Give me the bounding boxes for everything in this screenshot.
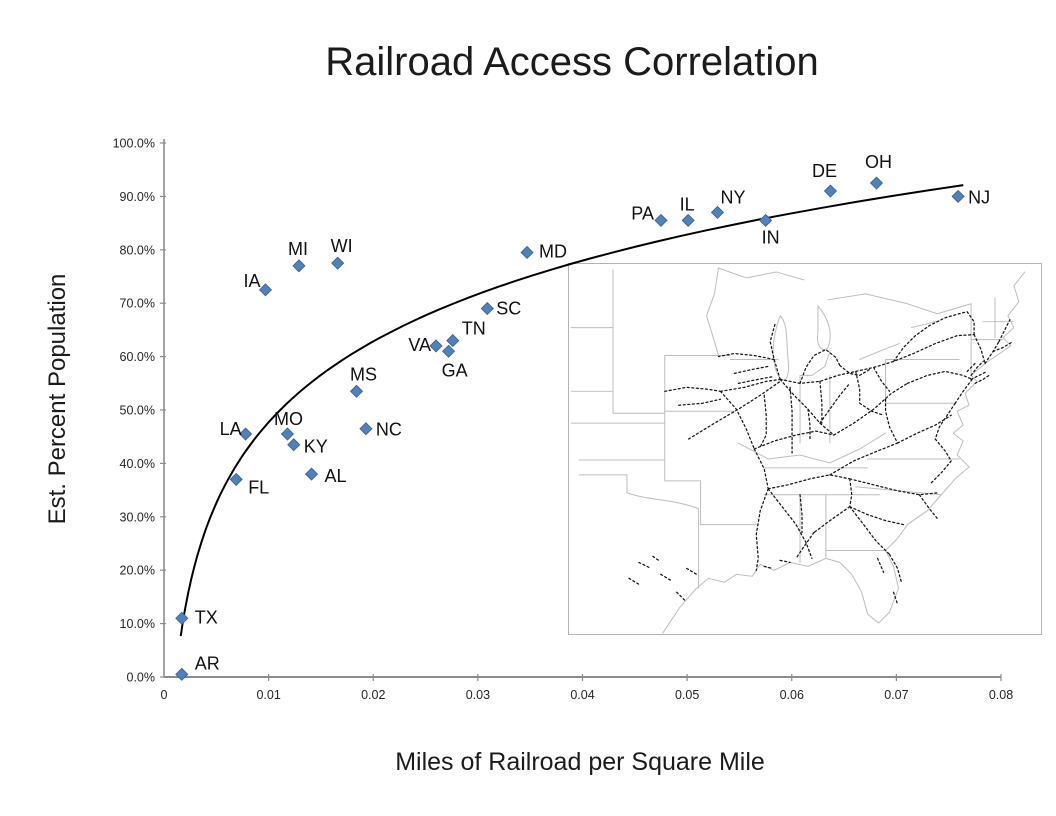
data-point-SC bbox=[480, 301, 494, 316]
data-point-TN bbox=[446, 334, 460, 348]
point-label-KY: KY bbox=[304, 437, 328, 457]
y-tick-label: 70.0% bbox=[120, 297, 155, 311]
data-point-WI bbox=[331, 256, 345, 270]
y-tick-label: 100.0% bbox=[113, 137, 155, 151]
data-point-LA bbox=[239, 427, 253, 441]
x-tick-label: 0.08 bbox=[989, 688, 1013, 702]
data-point-AR bbox=[175, 667, 189, 681]
x-tick-label: 0.05 bbox=[675, 688, 699, 702]
x-tick-label: 0.02 bbox=[361, 688, 385, 702]
data-point-IA bbox=[258, 283, 273, 297]
point-label-VA: VA bbox=[408, 335, 431, 355]
data-point-MD bbox=[520, 245, 534, 260]
point-label-LA: LA bbox=[220, 419, 242, 439]
data-point-NC bbox=[359, 422, 373, 436]
point-label-IN: IN bbox=[762, 227, 780, 247]
data-point-IN bbox=[759, 213, 773, 227]
data-point-PA bbox=[654, 213, 668, 227]
point-label-GA: GA bbox=[442, 360, 468, 380]
x-tick-label: 0 bbox=[161, 688, 168, 702]
point-label-IL: IL bbox=[680, 194, 695, 214]
x-tick-label: 0.06 bbox=[780, 688, 804, 702]
data-point-NJ bbox=[951, 189, 965, 203]
x-axis-title: Miles of Railroad per Square Mile bbox=[395, 748, 765, 776]
data-point-MO bbox=[280, 427, 295, 441]
data-point-AL bbox=[304, 467, 319, 481]
point-label-MS: MS bbox=[350, 364, 377, 384]
point-label-OH: OH bbox=[865, 152, 892, 172]
point-label-PA: PA bbox=[631, 203, 654, 223]
data-point-FL bbox=[229, 472, 243, 486]
x-tick-label: 0.04 bbox=[570, 688, 594, 702]
x-tick-label: 0.07 bbox=[884, 688, 908, 702]
data-point-NY bbox=[710, 205, 725, 219]
data-point-IL bbox=[681, 213, 695, 227]
point-label-MI: MI bbox=[288, 239, 308, 259]
point-label-TN: TN bbox=[462, 319, 486, 339]
y-tick-label: 80.0% bbox=[120, 243, 155, 257]
data-point-VA bbox=[429, 339, 443, 353]
data-point-OH bbox=[869, 176, 884, 190]
chart-title: Railroad Access Correlation bbox=[325, 40, 819, 84]
point-label-NY: NY bbox=[720, 187, 745, 207]
point-label-SC: SC bbox=[496, 299, 521, 319]
state-boundaries bbox=[570, 267, 1026, 634]
point-label-NJ: NJ bbox=[968, 187, 990, 207]
point-label-MO: MO bbox=[274, 409, 303, 429]
y-tick-label: 0.0% bbox=[127, 671, 156, 685]
y-tick-label: 10.0% bbox=[120, 617, 155, 631]
point-label-WI: WI bbox=[331, 236, 353, 256]
point-label-DE: DE bbox=[812, 161, 837, 181]
x-tick-label: 0.01 bbox=[256, 688, 280, 702]
point-label-NC: NC bbox=[376, 420, 402, 440]
point-label-TX: TX bbox=[195, 607, 218, 627]
data-point-KY bbox=[287, 438, 301, 452]
point-label-IA: IA bbox=[243, 271, 260, 291]
point-label-AL: AL bbox=[325, 466, 347, 486]
x-tick-label: 0.03 bbox=[466, 688, 490, 702]
y-tick-label: 50.0% bbox=[120, 404, 155, 418]
data-point-GA bbox=[442, 344, 456, 358]
y-tick-label: 60.0% bbox=[120, 350, 155, 364]
point-label-AR: AR bbox=[195, 653, 220, 673]
railroad-map-svg bbox=[570, 267, 1026, 634]
y-tick-label: 30.0% bbox=[120, 510, 155, 524]
data-point-DE bbox=[823, 184, 838, 198]
data-point-TX bbox=[175, 611, 189, 625]
railroad-map-inset bbox=[568, 263, 1042, 635]
point-label-FL: FL bbox=[248, 477, 269, 497]
point-label-MD: MD bbox=[539, 241, 567, 261]
data-point-MI bbox=[292, 259, 306, 273]
y-tick-label: 90.0% bbox=[120, 190, 155, 204]
y-axis-title: Est. Percent Population bbox=[44, 273, 71, 525]
y-tick-label: 20.0% bbox=[120, 564, 155, 578]
data-point-MS bbox=[349, 384, 364, 398]
y-tick-label: 40.0% bbox=[120, 457, 155, 471]
